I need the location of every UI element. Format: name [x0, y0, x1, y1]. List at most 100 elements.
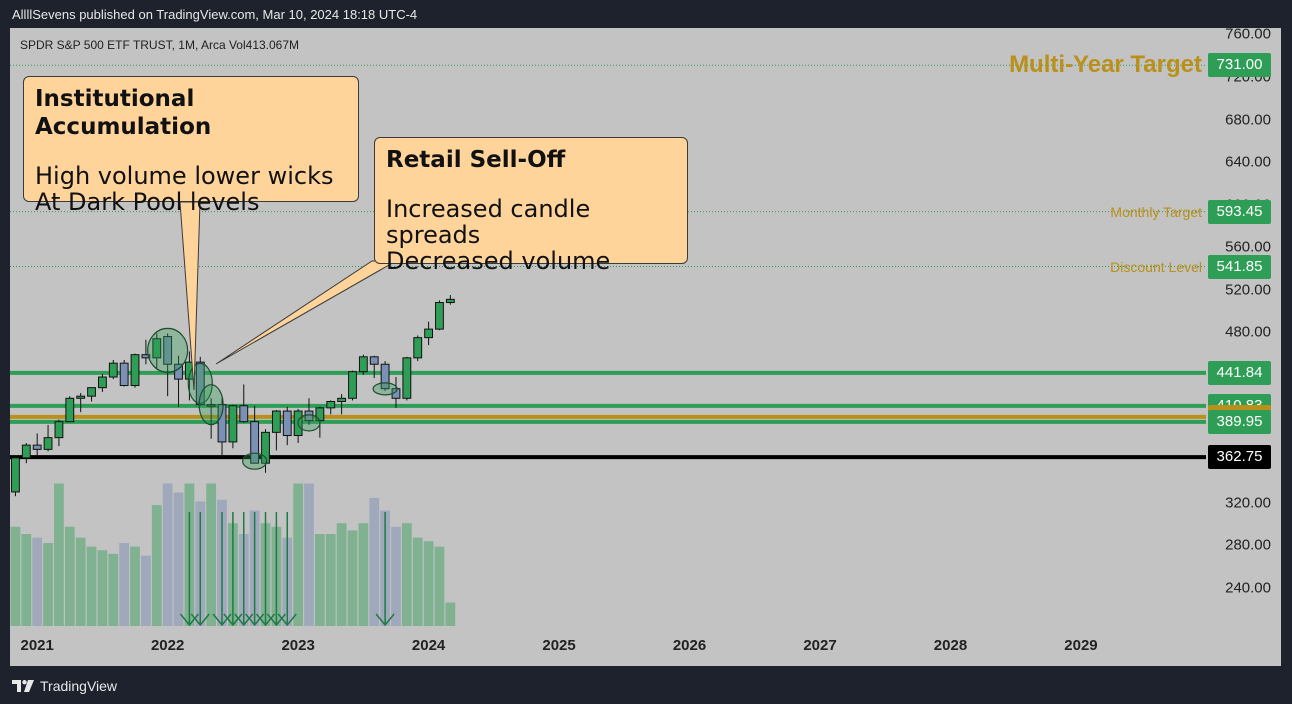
y-tick-label: 280.00: [1225, 536, 1271, 554]
candle: [337, 394, 347, 415]
callout-title: Institutional Accumulation: [35, 86, 212, 140]
symbol-legend: SPDR S&P 500 ETF TRUST, 1M, Arca Vol413.…: [20, 38, 300, 52]
callout-line: High volume lower wicks: [35, 162, 334, 190]
x-tick-label: 2028: [933, 637, 968, 654]
institutional-callout: Institutional Accumulation High volume l…: [23, 76, 359, 215]
volume-bar: [162, 483, 173, 626]
candle: [152, 333, 162, 370]
volume-arrow: [266, 512, 286, 626]
candle: [206, 398, 216, 439]
volume-bar: [10, 526, 21, 626]
callout-title: Retail Sell-Off: [386, 147, 566, 173]
level-annotation: Multi-Year Target: [1009, 51, 1202, 79]
footer-brand: TradingView: [40, 678, 118, 694]
plot-area[interactable]: SPDR S&P 500 ETF TRUST, 1M, Arca Vol413.…: [10, 28, 1206, 626]
price-axis[interactable]: 760.00720.00680.00640.00600.00560.00520.…: [1208, 28, 1281, 626]
volume-bar: [64, 526, 75, 626]
volume-bar: [434, 546, 445, 626]
candle: [424, 321, 434, 346]
retail-callout: Retail Sell-Off Increased candle spreads…: [374, 137, 688, 274]
volume-bar: [108, 553, 119, 626]
candle: [43, 424, 53, 452]
volume-bar: [325, 534, 336, 626]
volume-bar: [21, 534, 32, 626]
volume-bar: [401, 523, 412, 626]
candle: [65, 396, 75, 423]
volume-bar: [206, 483, 217, 626]
volume-bar: [391, 526, 401, 626]
volume-bar: [314, 534, 325, 626]
volume-bar: [445, 602, 456, 626]
candle: [141, 339, 151, 365]
price-tag: 441.84: [1208, 360, 1271, 385]
tradingview-logo-icon: [12, 680, 34, 692]
volume-bar: [32, 537, 43, 626]
volume-arrow: [277, 512, 297, 626]
candle: [402, 356, 412, 401]
volume-bar: [293, 483, 304, 626]
highlight-circle: [297, 414, 321, 432]
publish-info: AllllSevens published on TradingView.com…: [12, 7, 418, 22]
y-tick-label: 520.00: [1225, 281, 1271, 299]
x-tick-label: 2021: [20, 637, 54, 654]
volume-arrow: [375, 512, 395, 626]
volume-arrow: [245, 512, 265, 626]
candle: [54, 419, 64, 447]
candle: [217, 398, 227, 458]
candle: [358, 354, 368, 375]
candle: [108, 359, 118, 380]
candle: [87, 387, 96, 402]
volume-arrow: [179, 512, 199, 626]
volume-bar: [130, 546, 140, 626]
candle: [21, 442, 31, 464]
candle: [228, 404, 238, 449]
x-tick-label: 2024: [411, 637, 446, 654]
y-tick-label: 560.00: [1225, 238, 1271, 256]
highlight-circle: [147, 327, 189, 374]
price-tag: 731.00: [1208, 53, 1271, 78]
callout-line: Increased candle spreads: [386, 195, 591, 249]
y-tick-label: 480.00: [1225, 323, 1271, 341]
highlight-circle: [242, 452, 268, 470]
candle: [130, 353, 140, 388]
volume-bar: [43, 543, 53, 626]
candle: [76, 392, 86, 413]
price-tag: 389.95: [1208, 409, 1271, 434]
y-tick-label: 320.00: [1225, 494, 1271, 512]
volume-bar: [141, 555, 151, 626]
callout-body: High volume lower wicks At Dark Pool lev…: [35, 163, 358, 215]
candle: [348, 370, 357, 401]
candle: [11, 456, 20, 497]
footer: TradingView: [12, 676, 117, 696]
volume-bar: [347, 530, 358, 626]
price-tag: 541.85: [1208, 254, 1271, 279]
volume-bar: [304, 483, 314, 626]
candle: [445, 295, 455, 305]
candle: [413, 335, 423, 362]
volume-bar: [119, 543, 130, 626]
volume-bar: [358, 523, 369, 626]
volume-bar: [86, 546, 97, 626]
volume-bar: [423, 541, 434, 626]
volume-bar: [173, 492, 184, 626]
x-tick-label: 2023: [281, 637, 315, 654]
y-tick-label: 640.00: [1225, 153, 1271, 171]
volume-bar: [369, 497, 380, 626]
candle: [32, 433, 42, 456]
level-annotation: Discount Level: [1110, 258, 1202, 275]
volume-arrow: [255, 512, 276, 626]
price-chart: [10, 64, 1206, 626]
candle: [326, 400, 336, 415]
volume-bar: [336, 523, 347, 626]
time-axis[interactable]: 2021 2022 2023 2024 2025 2026 2027 2028 2029: [10, 628, 1208, 666]
volume-bar: [75, 537, 86, 626]
volume-bar: [412, 537, 423, 626]
volume-arrow: [234, 512, 254, 626]
candle: [271, 409, 281, 451]
chart-frame: SPDR S&P 500 ETF TRUST, 1M, Arca Vol413.…: [10, 28, 1281, 666]
candle: [119, 359, 129, 387]
x-tick-label: 2022: [150, 637, 185, 654]
volume-arrow: [190, 512, 210, 626]
candle: [239, 384, 249, 423]
candle: [98, 373, 107, 392]
